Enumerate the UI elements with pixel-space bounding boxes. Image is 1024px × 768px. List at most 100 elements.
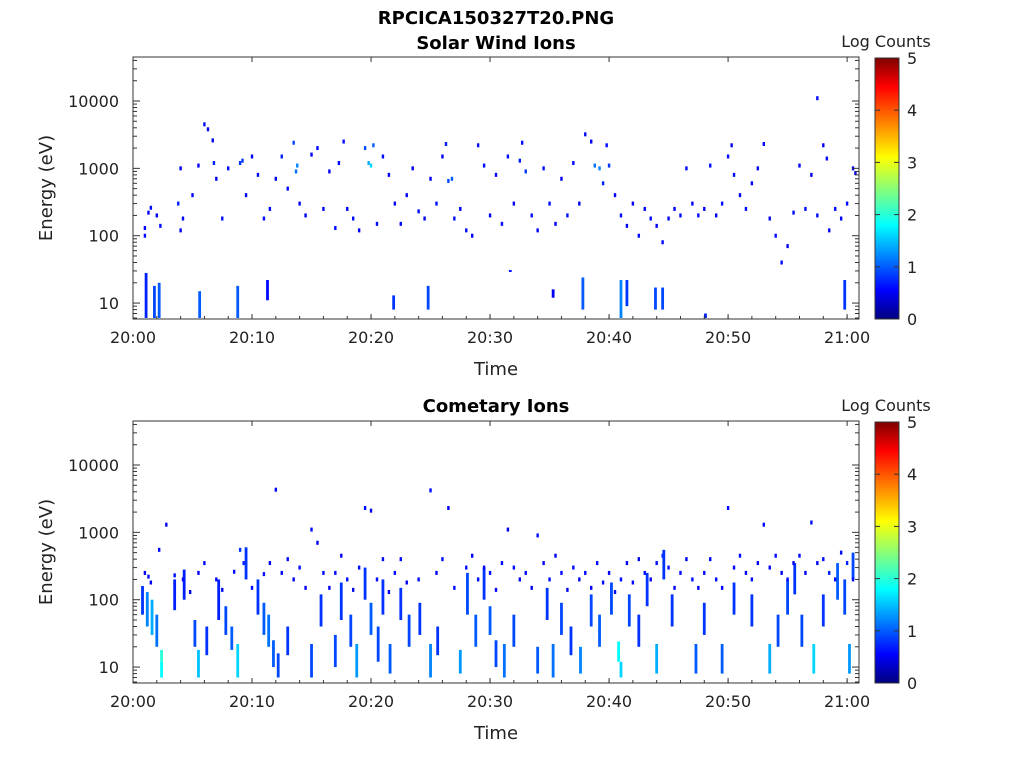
cometary-heatmap-cell: [828, 570, 831, 575]
solar-wind-heatmap-cell: [294, 169, 298, 174]
cometary-heatmap-cell: [494, 587, 498, 592]
solar-wind-heatmap-cell: [828, 228, 831, 233]
solar-wind-heatmap-cell: [286, 186, 289, 191]
cometary-heatmap-column: [150, 599, 154, 635]
solar-wind-heatmap-cell: [816, 213, 819, 218]
cometary-heatmap-cell: [768, 565, 771, 570]
cometary-heatmap-cell: [375, 577, 379, 582]
cometary-heatmap-column: [627, 594, 631, 627]
cometary-colorbar-tick-label: 3: [907, 517, 917, 536]
cometary-heatmap-cell: [780, 570, 783, 575]
cometary-heatmap-cell: [542, 561, 545, 566]
cometary-heatmap-column: [488, 606, 492, 635]
cometary-heatmap-column: [569, 626, 573, 656]
cometary-heatmap-column: [267, 614, 271, 647]
solar-wind-heatmap-cell: [780, 260, 783, 265]
cometary-heatmap-cell: [334, 570, 337, 575]
solar-wind-heatmap-cell: [673, 206, 676, 211]
solar-wind-heatmap-column: [144, 272, 148, 319]
solar-wind-heatmap-cell: [798, 163, 801, 168]
cometary-heatmap-cell: [500, 561, 504, 566]
cometary-heatmap-column: [702, 602, 706, 635]
cometary-heatmap-column: [598, 614, 601, 647]
solar-wind-heatmap-cell: [405, 193, 408, 198]
cometary-heatmap-column: [173, 579, 177, 611]
solar-wind-heatmap-cell: [691, 201, 694, 206]
solar-wind-heatmap-cell: [822, 143, 825, 148]
solar-wind-colorbar-tick-label: 3: [907, 153, 917, 172]
solar-wind-heatmap-column: [625, 280, 629, 307]
cometary-heatmap-cell: [673, 585, 676, 590]
solar-wind-heatmap-cell: [768, 216, 771, 221]
solar-wind-heatmap-cell: [643, 206, 646, 211]
solar-wind-heatmap-cell: [566, 213, 569, 218]
cometary-heatmap-cell: [363, 505, 367, 510]
solar-wind-heatmap-cell: [197, 163, 200, 168]
cometary-heatmap-cell: [147, 574, 150, 579]
cometary-heatmap-cell: [619, 577, 623, 582]
solar-wind-heatmap-cell: [786, 244, 789, 249]
cometary-heatmap-column: [551, 644, 555, 678]
solar-wind-heatmap-cell: [825, 156, 829, 161]
solar-wind-heatmap-cell: [720, 201, 724, 206]
cometary-heatmap-cell: [601, 580, 605, 585]
solar-wind-heatmap-cell: [667, 216, 670, 221]
cometary-heatmap-cell: [595, 561, 599, 566]
cometary-heatmap-cell: [512, 565, 516, 570]
solar-wind-heatmap-cell: [337, 161, 341, 166]
solar-wind-heatmap-cell: [304, 213, 307, 218]
solar-wind-heatmap-cell: [211, 138, 214, 143]
cometary-heatmap-column: [589, 594, 593, 627]
cometary-title: Cometary Ions: [423, 396, 570, 417]
solar-wind-heatmap-cell: [607, 163, 611, 168]
cometary-heatmap-cell: [518, 577, 522, 582]
solar-wind-heatmap-cell: [792, 210, 795, 215]
cometary-heatmap-column: [272, 640, 275, 668]
cometary-heatmap-column: [310, 644, 313, 678]
cometary-heatmap-column: [182, 569, 186, 600]
cometary-heatmap-column: [821, 594, 825, 627]
solar-wind-heatmap-cell: [584, 132, 587, 137]
cometary-heatmap-cell: [157, 547, 161, 552]
solar-wind-heatmap-cell: [227, 166, 230, 171]
cometary-heatmap-cell: [453, 585, 456, 590]
cometary-heatmap-cell: [369, 508, 373, 513]
solar-wind-colorbar-tick-label: 1: [907, 258, 917, 277]
cometary-heatmap-column: [141, 585, 144, 615]
cometary-heatmap-cell: [381, 557, 385, 562]
cometary-heatmap-cell: [578, 577, 581, 582]
cometary-heatmap-cell: [726, 505, 730, 510]
cometary-heatmap-column: [610, 582, 613, 615]
solar-wind-heatmap-cell: [177, 201, 180, 206]
solar-wind-heatmap-cell: [250, 154, 254, 159]
solar-wind-x-tick-label: 20:50: [705, 328, 751, 347]
cometary-heatmap-column: [786, 579, 789, 615]
cometary-heatmap-cell: [250, 585, 254, 590]
solar-wind-y-tick-label: 10: [99, 294, 119, 313]
cometary-x-tick-label: 20:40: [586, 692, 632, 711]
solar-wind-panel: Solar Wind Ions 20:00 20:10 20:20 20:30 20:4…: [36, 32, 931, 380]
cometary-heatmap-column: [399, 587, 403, 620]
solar-wind-heatmap-cell: [256, 172, 260, 177]
cometary-heatmap-cell: [530, 585, 533, 590]
cometary-heatmap-cell: [845, 561, 849, 566]
solar-wind-heatmap-cell: [221, 216, 224, 221]
solar-wind-heatmap-column: [551, 289, 555, 298]
cometary-heatmap-column: [851, 552, 855, 580]
cometary-heatmap-column: [662, 549, 666, 580]
cometary-heatmap-cell: [188, 590, 192, 595]
cometary-heatmap-cell: [221, 587, 224, 592]
solar-wind-heatmap-cell: [411, 166, 414, 171]
cometary-heatmap-cell: [268, 561, 272, 566]
solar-wind-heatmap-cell: [393, 201, 397, 206]
solar-wind-heatmap-cell: [839, 216, 843, 221]
cometary-heatmap-cell: [203, 561, 206, 566]
cometary-heatmap-column: [655, 644, 659, 674]
cometary-heatmap-cell: [792, 561, 795, 566]
cometary-heatmap-column: [694, 644, 698, 674]
solar-wind-heatmap-cell: [613, 193, 617, 198]
cometary-heatmap-cell: [786, 577, 789, 582]
cometary-heatmap-column: [319, 594, 323, 627]
solar-wind-heatmap-column: [704, 313, 707, 319]
solar-wind-heatmap-cell: [482, 163, 486, 168]
